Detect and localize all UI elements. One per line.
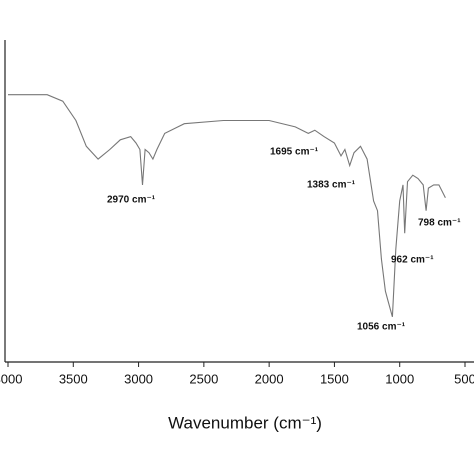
x-tick-label: 500: [454, 371, 474, 386]
peak-annotation: 1056 cm⁻¹: [357, 322, 406, 333]
x-tick-label: 2500: [189, 371, 218, 386]
x-tick-label: 1500: [320, 371, 349, 386]
peak-annotation: 1695 cm⁻¹: [270, 147, 319, 158]
peak-annotation: 962 cm⁻¹: [391, 255, 434, 266]
spectrum-line: [8, 94, 446, 318]
peak-annotation: 1383 cm⁻¹: [307, 180, 356, 191]
x-tick-label: 4000: [0, 371, 22, 386]
x-axis-title: Wavenumber (cm⁻¹): [168, 413, 322, 432]
peak-annotation: 798 cm⁻¹: [418, 218, 461, 229]
x-tick-label: 3000: [124, 371, 153, 386]
x-tick-label: 1000: [385, 371, 414, 386]
x-tick-label: 2000: [255, 371, 284, 386]
x-tick-label: 3500: [59, 371, 88, 386]
peak-annotation: 2970 cm⁻¹: [107, 195, 156, 206]
